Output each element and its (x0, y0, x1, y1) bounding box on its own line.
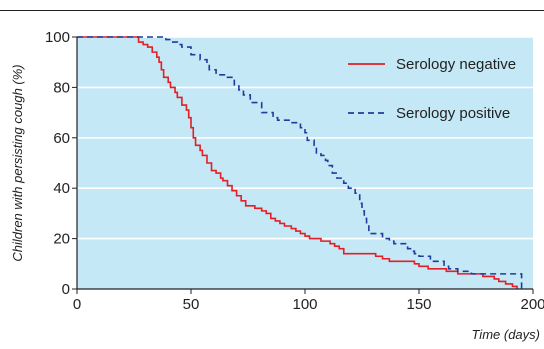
series-layer (77, 36, 523, 289)
x-tick-label-0: 0 (73, 296, 81, 313)
y-tick-label-100: 100 (45, 29, 70, 46)
x-tick-label-100: 100 (292, 296, 317, 313)
y-tick-label-0: 0 (62, 281, 70, 298)
axes (72, 36, 534, 294)
series-line-1 (77, 36, 523, 289)
y-axis-label: Children with persisting cough (%) (10, 64, 25, 261)
x-axis-label: Time (days) (471, 327, 540, 342)
legend: Serology negative Serology positive (348, 56, 516, 122)
y-tick-label-80: 80 (53, 79, 70, 96)
y-tick-label-20: 20 (53, 231, 70, 248)
x-tick-label-200: 200 (520, 296, 544, 313)
x-tick-label-150: 150 (406, 296, 431, 313)
top-rule (0, 10, 544, 11)
legend-label-0: Serology negative (396, 56, 516, 73)
series-line-0 (77, 36, 518, 289)
tick-labels: 0 20 40 60 80 100 0 50 100 150 200 (45, 29, 544, 313)
plot-area (77, 37, 533, 289)
y-tick-label-40: 40 (53, 180, 70, 197)
x-tick-label-50: 50 (183, 296, 200, 313)
y-tick-label-60: 60 (53, 130, 70, 147)
legend-label-1: Serology positive (396, 105, 510, 122)
